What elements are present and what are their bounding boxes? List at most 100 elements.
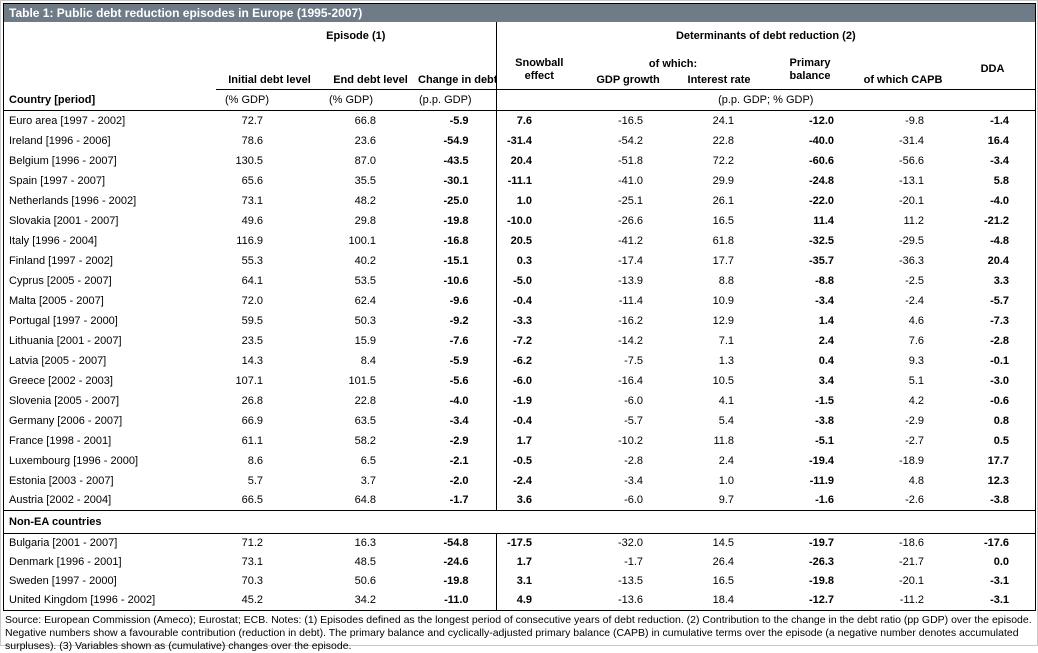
cell-primary: 2.4 xyxy=(818,334,835,347)
cell-change: -7.6 xyxy=(449,334,469,347)
col-primary-balance: Primary balance xyxy=(789,56,831,82)
cell-country: Latvia [2005 - 2007] xyxy=(9,354,107,367)
col-initial-debt: Initial debt level xyxy=(228,74,311,86)
cell-dda: -0.6 xyxy=(990,394,1010,407)
cell-snowball: 1.7 xyxy=(495,552,583,572)
cell-capb: -13.1 xyxy=(898,174,925,187)
cell-gdp-growth: -32.0 xyxy=(617,537,644,550)
cell-end: 48.2 xyxy=(354,194,376,207)
cell-dda: -17.6 xyxy=(983,537,1010,550)
table-row: Cyprus [2005 - 2007] 64.1 53.5 -10.6 -5.0 -13… xyxy=(4,270,1035,291)
cell-initial: 130.5 xyxy=(235,154,263,167)
cell-capb: -56.6 xyxy=(898,154,925,167)
cell-end: 62.4 xyxy=(354,294,376,307)
cell-initial: 49.6 xyxy=(241,214,263,227)
cell-end: 66.8 xyxy=(354,114,376,127)
cell-gdp-growth: -51.8 xyxy=(617,154,644,167)
cell-change: -2.1 xyxy=(449,454,469,467)
cell-country: Spain [1997 - 2007] xyxy=(9,174,106,187)
cell-initial: 61.1 xyxy=(241,434,263,447)
cell-country: Finland [1997 - 2002] xyxy=(9,254,113,267)
cell-primary: -40.0 xyxy=(808,134,835,147)
cell-gdp-growth: -10.2 xyxy=(617,434,644,447)
cell-interest-rate: 5.4 xyxy=(718,414,735,427)
cell-end: 15.9 xyxy=(354,334,376,347)
cell-interest-rate: 29.9 xyxy=(712,174,735,187)
col-interest-rate: Interest rate xyxy=(687,74,751,86)
cell-end: 50.6 xyxy=(354,575,376,587)
table-row: Lithuania [2001 - 2007] 23.5 15.9 -7.6 -7.2 -… xyxy=(4,330,1035,351)
cell-dda: -5.7 xyxy=(990,294,1010,307)
cell-gdp-growth: -54.2 xyxy=(617,134,644,147)
cell-change: -43.5 xyxy=(443,154,469,167)
cell-capb: -9.8 xyxy=(905,114,925,127)
cell-snowball: 0.3 xyxy=(495,250,583,271)
table-row: France [1998 - 2001] 61.1 58.2 -2.9 1.7 -10.2… xyxy=(4,430,1035,451)
cell-country: France [1998 - 2001] xyxy=(9,434,112,447)
table-row: Slovakia [2001 - 2007] 49.6 29.8 -19.8 -10.0… xyxy=(4,210,1035,231)
cell-interest-rate: 4.1 xyxy=(718,394,735,407)
col-end-debt: End debt level xyxy=(333,74,408,86)
cell-interest-rate: 16.5 xyxy=(712,575,735,587)
cell-dda: -3.8 xyxy=(990,494,1010,507)
cell-end: 50.3 xyxy=(354,314,376,327)
cell-end: 22.8 xyxy=(354,394,376,407)
cell-end: 53.5 xyxy=(354,274,376,287)
cell-capb: -21.7 xyxy=(898,556,925,568)
table-row: Italy [1996 - 2004] 116.9 100.1 -16.8 20.5 -4… xyxy=(4,230,1035,251)
cell-capb: 5.1 xyxy=(908,374,925,387)
cell-primary: -12.0 xyxy=(808,114,835,127)
col-capb: of which CAPB xyxy=(863,74,943,86)
cell-interest-rate: 10.9 xyxy=(712,294,735,307)
cell-gdp-growth: -14.2 xyxy=(617,334,644,347)
table-row: Malta [2005 - 2007] 72.0 62.4 -9.6 -0.4 -11.4… xyxy=(4,290,1035,311)
cell-dda: 17.7 xyxy=(987,454,1010,467)
cell-primary: 0.4 xyxy=(818,354,835,367)
cell-change: -54.8 xyxy=(443,537,469,550)
cell-capb: -36.3 xyxy=(898,254,925,267)
unit-change: (p.p. GDP) xyxy=(418,89,497,111)
cell-interest-rate: 24.1 xyxy=(712,114,735,127)
cell-initial: 78.6 xyxy=(241,134,263,147)
cell-country: Belgium [1996 - 2007] xyxy=(9,154,117,167)
cell-country: Greece [2002 - 2003] xyxy=(9,374,113,387)
cell-country: Estonia [2003 - 2007] xyxy=(9,474,114,487)
cell-gdp-growth: -16.4 xyxy=(617,374,644,387)
data-grid: Episode (1) Determinants of debt reducti… xyxy=(4,22,1036,610)
cell-snowball: 7.6 xyxy=(495,110,583,131)
cell-end: 23.6 xyxy=(354,134,376,147)
non-ea-rows: Bulgaria [2001 - 2007] 71.2 16.3 -54.8 -17.5… xyxy=(4,533,1035,610)
cell-country: United Kingdom [1996 - 2002] xyxy=(9,594,156,606)
cell-gdp-growth: -41.0 xyxy=(617,174,644,187)
cell-snowball: -0.5 xyxy=(495,450,583,471)
cell-country: Sweden [1997 - 2000] xyxy=(9,575,117,587)
cell-snowball: -6.0 xyxy=(495,370,583,391)
col-gdp-growth: GDP growth xyxy=(596,74,660,86)
cell-primary: -60.6 xyxy=(808,154,835,167)
source-note: Source: European Commission (Ameco); Eur… xyxy=(5,613,1032,652)
cell-country: Ireland [1996 - 2006] xyxy=(9,134,111,147)
cell-country: Lithuania [2001 - 2007] xyxy=(9,334,122,347)
cell-end: 16.3 xyxy=(354,537,376,550)
cell-country: Germany [2006 - 2007] xyxy=(9,414,123,427)
cell-primary: -26.3 xyxy=(808,556,835,568)
episode-group-header: Episode (1) xyxy=(326,30,386,42)
cell-initial: 66.9 xyxy=(241,414,263,427)
cell-country: Euro area [1997 - 2002] xyxy=(9,114,126,127)
cell-gdp-growth: -5.7 xyxy=(624,414,644,427)
spacer-cell xyxy=(4,22,216,50)
section-divider: Non-EA countries xyxy=(4,510,1036,534)
table-row: Euro area [1997 - 2002] 72.7 66.8 -5.9 7.6 -1… xyxy=(4,110,1035,131)
cell-end: 64.8 xyxy=(354,494,376,507)
cell-initial: 23.5 xyxy=(241,334,263,347)
cell-change: -2.0 xyxy=(449,474,469,487)
cell-snowball: 20.4 xyxy=(495,150,583,171)
col-change-debt: Change in debt xyxy=(418,74,497,86)
cell-country: Cyprus [2005 - 2007] xyxy=(9,274,112,287)
non-ea-section-label: Non-EA countries xyxy=(4,510,1036,534)
cell-gdp-growth: -17.4 xyxy=(617,254,644,267)
of-which-label: of which: xyxy=(648,58,698,70)
cell-primary: 11.4 xyxy=(813,214,835,227)
cell-dda: -21.2 xyxy=(983,214,1010,227)
cell-primary: -22.0 xyxy=(808,194,835,207)
